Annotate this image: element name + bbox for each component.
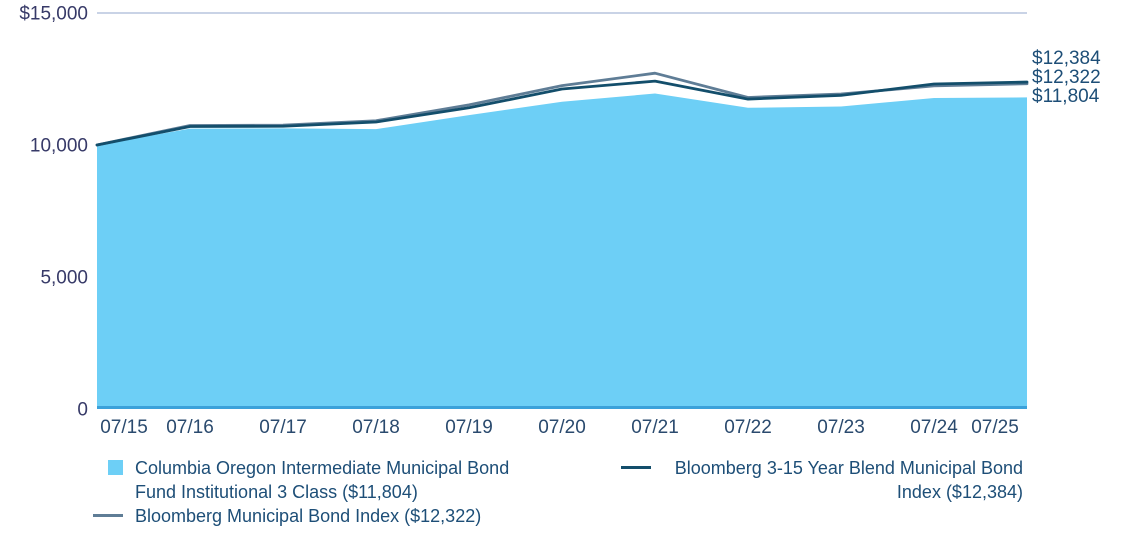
y-axis-labels: $15,000 10,000 5,000 0 — [19, 4, 88, 421]
x-tick-label: 07/20 — [538, 417, 586, 438]
x-tick-label: 07/23 — [817, 417, 865, 438]
blend-index-line-swatch-icon — [621, 466, 651, 469]
series-end-value-labels: $12,384$12,322$11,804 — [1032, 48, 1101, 107]
x-tick-label: 07/21 — [631, 417, 679, 438]
fund-area-swatch-icon — [108, 460, 123, 475]
bloomberg-muni-line-swatch-icon — [93, 514, 123, 517]
x-tick-label: 07/24 — [910, 417, 958, 438]
bloomberg-3-15-blend-index-line — [95, 79, 1029, 147]
growth-of-10000-chart: $15,000 10,000 5,000 0 07/15 07/16 07/17 07/18… — [19, 4, 1101, 439]
x-axis-labels: 07/15 07/16 07/17 07/18 07/19 07/20 07/21 07/22… — [100, 417, 1019, 438]
end-value-label: $12,384 — [1032, 48, 1101, 69]
legend-item-blend-index: Bloomberg 3-15 Year Blend Municipal Bond… — [621, 456, 1023, 504]
x-tick-label: 07/19 — [445, 417, 493, 438]
y-tick-label: 5,000 — [40, 268, 88, 289]
x-tick-label: 07/18 — [352, 417, 400, 438]
fund-swatch-box — [93, 456, 123, 475]
legend-label-bloomberg-muni: Bloomberg Municipal Bond Index ($12,322) — [135, 506, 482, 526]
fund-area-series — [97, 93, 1027, 410]
x-tick-label: 07/16 — [166, 417, 214, 438]
legend-item-bloomberg-muni: Bloomberg Municipal Bond Index ($12,322) — [93, 504, 530, 528]
legend-label-fund: Columbia Oregon Intermediate Municipal B… — [135, 458, 510, 502]
legend-left-column: Columbia Oregon Intermediate Municipal B… — [93, 456, 530, 528]
blend-index-swatch-box — [621, 456, 651, 469]
legend-label-blend-index: Bloomberg 3-15 Year Blend Municipal Bond… — [674, 458, 1023, 502]
x-tick-label: 07/17 — [259, 417, 307, 438]
y-tick-label: 0 — [77, 400, 88, 421]
x-tick-label: 07/22 — [724, 417, 772, 438]
end-value-label: $12,322 — [1032, 67, 1101, 88]
end-value-label: $11,804 — [1032, 86, 1100, 107]
bloomberg-muni-swatch-box — [93, 504, 123, 517]
y-tick-label: 10,000 — [30, 136, 88, 157]
y-tick-label: $15,000 — [19, 4, 88, 25]
legend: Columbia Oregon Intermediate Municipal B… — [0, 450, 1121, 528]
x-tick-label: 07/15 — [100, 417, 148, 438]
x-tick-label: 07/25 — [971, 417, 1019, 438]
legend-item-fund: Columbia Oregon Intermediate Municipal B… — [93, 456, 530, 504]
legend-right-column: Bloomberg 3-15 Year Blend Municipal Bond… — [621, 456, 1023, 504]
